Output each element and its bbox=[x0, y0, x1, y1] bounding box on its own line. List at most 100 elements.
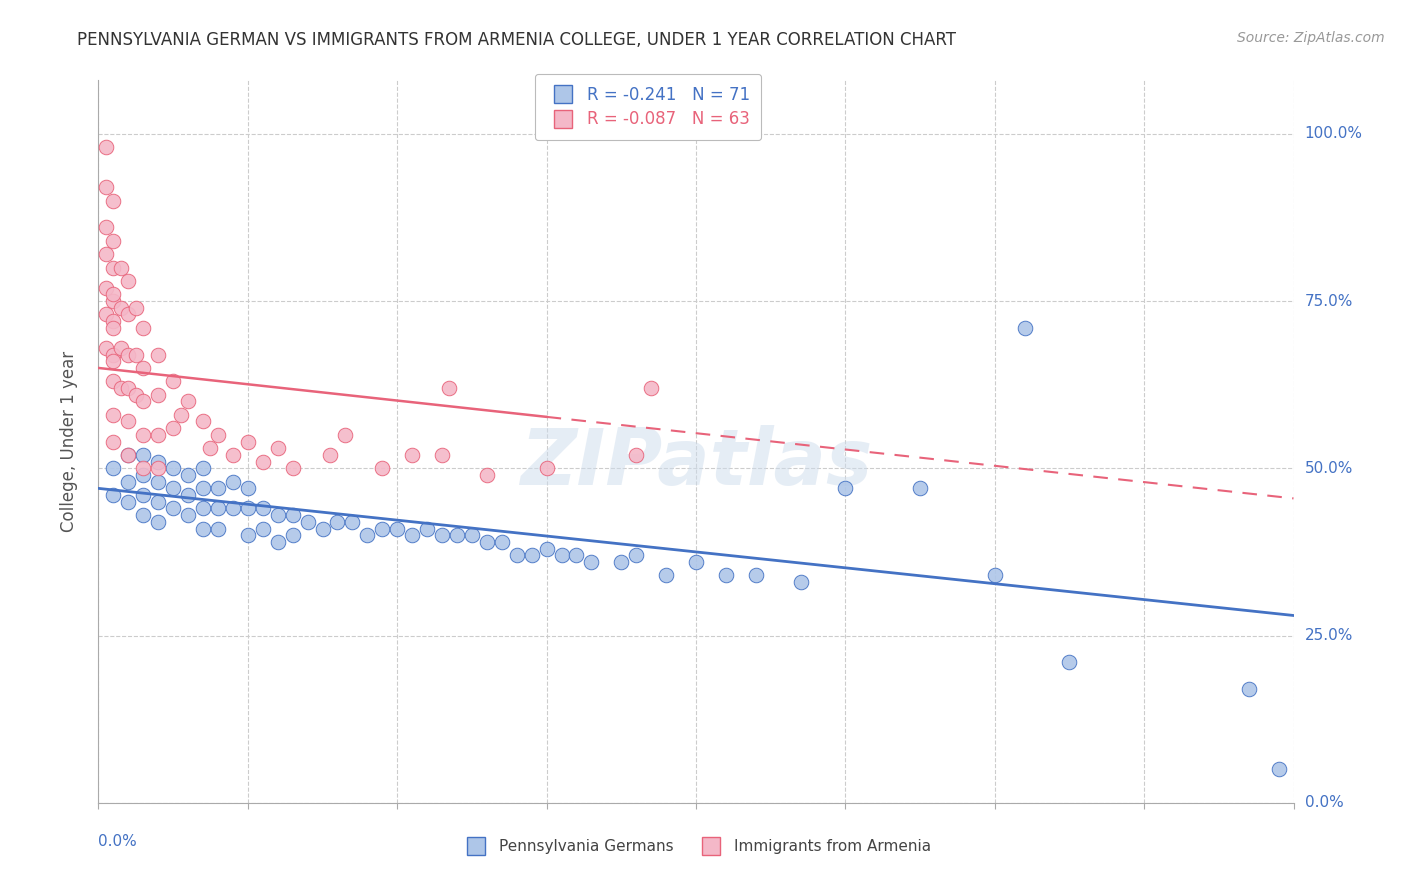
Point bbox=[297, 515, 319, 529]
Point bbox=[550, 548, 572, 563]
Point bbox=[626, 448, 648, 462]
Point bbox=[148, 515, 170, 529]
Point bbox=[103, 354, 125, 368]
Point bbox=[110, 341, 132, 355]
Text: 75.0%: 75.0% bbox=[1305, 293, 1353, 309]
Point bbox=[117, 448, 139, 462]
Point bbox=[236, 501, 259, 516]
Point bbox=[162, 501, 184, 516]
Point bbox=[110, 301, 132, 315]
Point bbox=[640, 381, 662, 395]
Point bbox=[222, 448, 245, 462]
Point bbox=[789, 575, 811, 590]
Point bbox=[475, 467, 498, 482]
Point bbox=[103, 375, 125, 389]
Point bbox=[191, 414, 214, 429]
Point bbox=[252, 455, 274, 469]
Point bbox=[222, 475, 245, 489]
Point bbox=[132, 508, 155, 523]
Point bbox=[281, 461, 304, 475]
Point bbox=[148, 427, 170, 442]
Point bbox=[371, 521, 394, 535]
Point bbox=[267, 534, 290, 549]
Point bbox=[834, 482, 856, 496]
Point bbox=[371, 461, 394, 475]
Y-axis label: College, Under 1 year: College, Under 1 year bbox=[59, 351, 77, 533]
Point bbox=[342, 515, 364, 529]
Point bbox=[162, 375, 184, 389]
Point bbox=[267, 442, 290, 455]
Point bbox=[1014, 321, 1036, 335]
Point bbox=[430, 528, 453, 542]
Point bbox=[117, 414, 139, 429]
Point bbox=[461, 528, 484, 542]
Point bbox=[207, 482, 229, 496]
Point bbox=[148, 455, 170, 469]
Point bbox=[581, 555, 603, 569]
Point bbox=[103, 194, 125, 208]
Point bbox=[117, 475, 139, 489]
Point bbox=[1237, 681, 1260, 696]
Point bbox=[311, 521, 333, 535]
Point bbox=[103, 461, 125, 475]
Point bbox=[252, 521, 274, 535]
Point bbox=[132, 361, 155, 376]
Point bbox=[94, 220, 117, 235]
Point bbox=[148, 348, 170, 362]
Point bbox=[117, 448, 139, 462]
Point bbox=[626, 548, 648, 563]
Point bbox=[416, 521, 439, 535]
Point bbox=[745, 568, 768, 582]
Point bbox=[236, 482, 259, 496]
Point bbox=[267, 508, 290, 523]
Point bbox=[94, 281, 117, 295]
Point bbox=[132, 448, 155, 462]
Text: 100.0%: 100.0% bbox=[1305, 127, 1362, 141]
Legend: Pennsylvania Germans, Immigrants from Armenia: Pennsylvania Germans, Immigrants from Ar… bbox=[454, 833, 938, 860]
Point bbox=[117, 274, 139, 288]
Point bbox=[162, 461, 184, 475]
Point bbox=[103, 488, 125, 502]
Point bbox=[177, 508, 200, 523]
Point bbox=[200, 442, 222, 455]
Point bbox=[94, 180, 117, 194]
Text: 0.0%: 0.0% bbox=[1305, 796, 1343, 810]
Point bbox=[117, 307, 139, 322]
Point bbox=[94, 140, 117, 154]
Point bbox=[117, 381, 139, 395]
Point bbox=[148, 387, 170, 401]
Point bbox=[103, 260, 125, 275]
Point bbox=[103, 234, 125, 248]
Point bbox=[984, 568, 1007, 582]
Point bbox=[610, 555, 633, 569]
Point bbox=[132, 321, 155, 335]
Point bbox=[110, 381, 132, 395]
Point bbox=[125, 348, 148, 362]
Point bbox=[207, 427, 229, 442]
Point bbox=[536, 541, 558, 556]
Point bbox=[169, 408, 191, 422]
Point bbox=[148, 475, 170, 489]
Text: PENNSYLVANIA GERMAN VS IMMIGRANTS FROM ARMENIA COLLEGE, UNDER 1 YEAR CORRELATION: PENNSYLVANIA GERMAN VS IMMIGRANTS FROM A… bbox=[77, 31, 956, 49]
Point bbox=[520, 548, 543, 563]
Text: 0.0%: 0.0% bbox=[98, 834, 138, 849]
Point bbox=[252, 501, 274, 516]
Point bbox=[94, 247, 117, 261]
Point bbox=[103, 348, 125, 362]
Point bbox=[1059, 655, 1081, 669]
Point bbox=[177, 394, 200, 409]
Point bbox=[191, 461, 214, 475]
Point bbox=[685, 555, 707, 569]
Point bbox=[401, 448, 423, 462]
Text: 25.0%: 25.0% bbox=[1305, 628, 1353, 643]
Point bbox=[162, 421, 184, 435]
Point bbox=[191, 521, 214, 535]
Point bbox=[401, 528, 423, 542]
Point bbox=[236, 434, 259, 449]
Point bbox=[132, 427, 155, 442]
Point bbox=[385, 521, 409, 535]
Point bbox=[125, 301, 148, 315]
Point bbox=[103, 434, 125, 449]
Point bbox=[333, 427, 356, 442]
Point bbox=[132, 394, 155, 409]
